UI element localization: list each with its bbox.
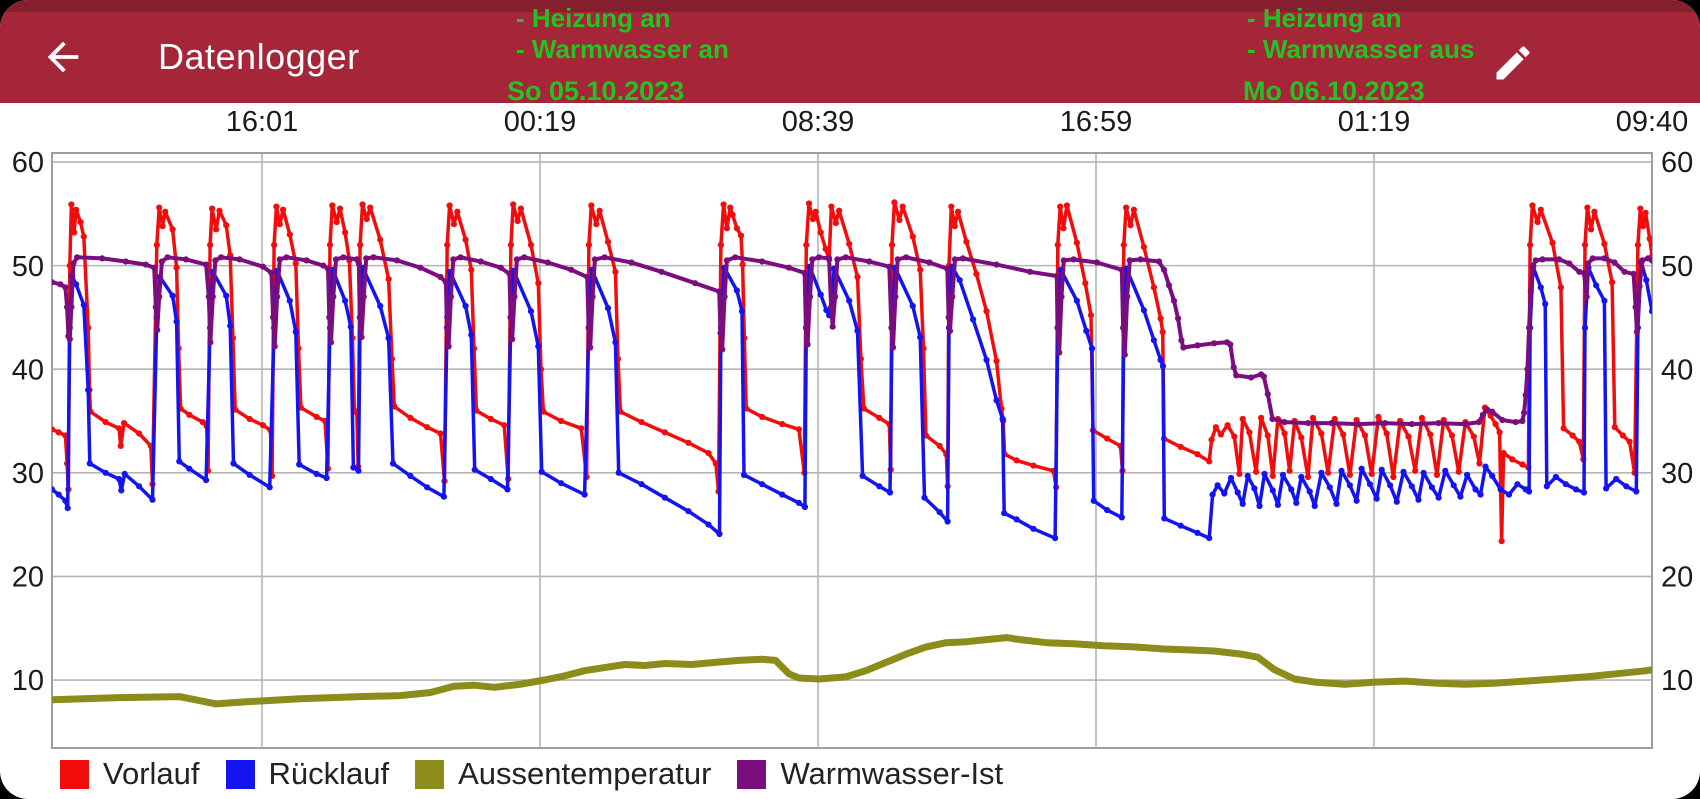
legend-swatch xyxy=(225,759,255,789)
pencil-icon xyxy=(1496,46,1530,80)
day-annotation-2-date: Mo 06.10.2023 xyxy=(1243,76,1425,106)
y-tick-label-left: 60 xyxy=(12,147,44,179)
plot-border xyxy=(51,152,1653,749)
y-tick-label-left: 50 xyxy=(12,251,44,283)
annotation-line: - Warmwasser an xyxy=(516,34,729,64)
y-tick-label-right: 50 xyxy=(1661,251,1693,283)
legend-item-vorlauf: Vorlauf xyxy=(60,756,200,792)
app-header: Datenlogger - Heizung an - Warmwasser an… xyxy=(0,0,1700,106)
series-aussentemperatur xyxy=(52,634,1652,708)
x-tick-label: 01:19 xyxy=(1338,106,1411,138)
series-rcklauf xyxy=(52,259,1652,542)
legend-label: Vorlauf xyxy=(103,756,200,791)
back-button[interactable] xyxy=(38,32,88,82)
y-tick-label-right: 30 xyxy=(1661,458,1693,490)
x-tick-label: 08:39 xyxy=(782,106,855,138)
chart-legend: Vorlauf Rücklauf Aussentemperatur Warmwasse… xyxy=(60,756,1003,792)
legend-swatch xyxy=(60,759,89,789)
y-tick-label-left: 20 xyxy=(12,562,44,594)
legend-item-aussentemperatur: Aussentemperatur xyxy=(415,756,711,792)
day-annotation-1-date: So 05.10.2023 xyxy=(507,76,685,106)
legend-label: Rücklauf xyxy=(268,756,390,791)
y-tick-label-right: 10 xyxy=(1661,665,1693,697)
y-tick-label-right: 60 xyxy=(1661,147,1693,179)
page-title: Datenlogger xyxy=(158,36,360,77)
y-tick-label-right: 40 xyxy=(1661,354,1693,386)
x-tick-label: 09:40 xyxy=(1616,106,1689,138)
x-tick-label: 16:01 xyxy=(226,106,299,138)
annotation-line: - Heizung an xyxy=(1247,3,1402,33)
x-tick-label: 00:19 xyxy=(504,106,577,138)
y-tick-label-left: 30 xyxy=(12,458,44,490)
legend-label: Aussentemperatur xyxy=(458,756,712,791)
status-bar-strip xyxy=(0,0,1700,12)
edit-button[interactable] xyxy=(1486,36,1540,90)
legend-label: Warmwasser-Ist xyxy=(780,756,1004,791)
legend-item-warmwasserist: Warmwasser-Ist xyxy=(737,756,1003,792)
day-annotation-1: - Heizung an - Warmwasser an xyxy=(516,3,729,65)
y-tick-label-right: 20 xyxy=(1661,562,1693,594)
y-tick-label-left: 40 xyxy=(12,354,44,386)
series-warmwasserist xyxy=(52,254,1652,428)
x-tick-label: 16:59 xyxy=(1060,106,1133,138)
day-annotation-2: - Heizung an - Warmwasser aus xyxy=(1247,3,1474,65)
legend-swatch xyxy=(737,759,767,789)
y-tick-label-left: 10 xyxy=(12,665,44,697)
legend-swatch xyxy=(415,759,445,789)
annotation-line: - Warmwasser aus xyxy=(1247,34,1475,64)
series-vorlauf xyxy=(52,199,1652,545)
arrow-left-icon xyxy=(47,41,79,73)
annotation-line: - Heizung an xyxy=(516,3,671,33)
legend-item-rcklauf: Rücklauf xyxy=(225,756,390,792)
